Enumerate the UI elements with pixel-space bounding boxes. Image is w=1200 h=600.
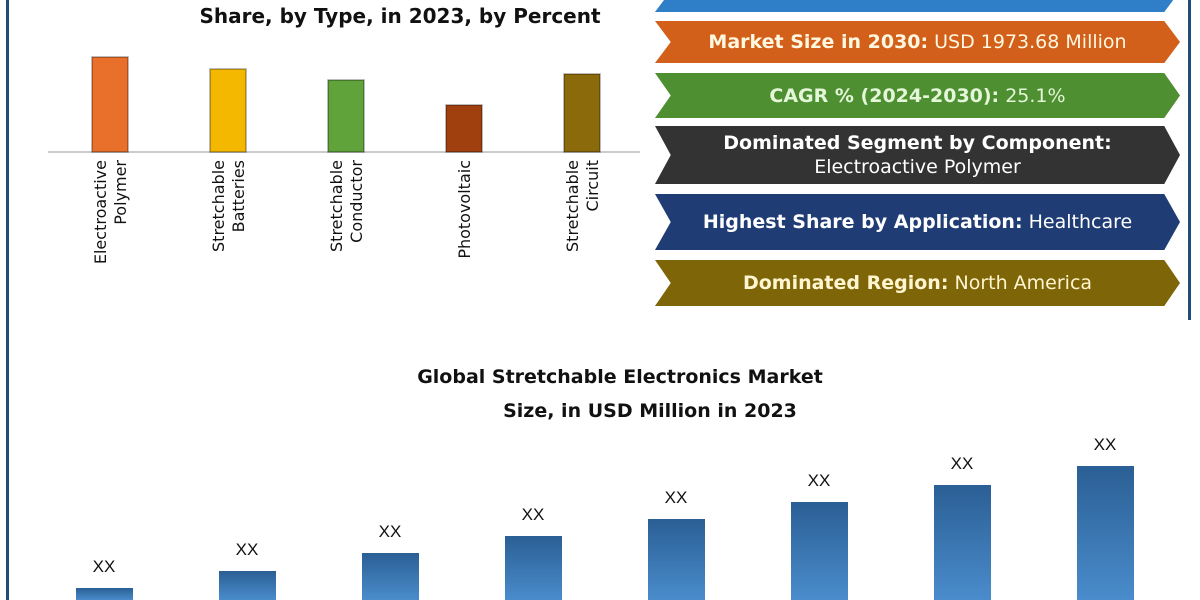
frame-border-left — [6, 0, 9, 600]
x-tick-label-line: Conductor — [347, 160, 366, 243]
x-tick-label: ElectroactivePolymer — [91, 160, 130, 265]
x-tick-label-line: Electroactive — [91, 160, 110, 264]
banner-value: Electroactive Polymer — [814, 156, 1021, 178]
market-size-chart-title-line2: Size, in USD Million in 2023 — [503, 400, 797, 422]
bar — [209, 68, 247, 153]
banner-cagr: CAGR % (2024-2030): 25.1% — [655, 73, 1180, 118]
bar — [327, 79, 365, 153]
banner-label: Dominated Region: — [742, 272, 949, 294]
bar — [563, 73, 601, 153]
x-tick-label-line: Stretchable — [327, 160, 346, 252]
banner-label: Market Size in 2030: — [708, 31, 929, 53]
x-tick-label-line: Photovoltaic — [455, 160, 474, 259]
type-share-chart: ElectroactivePolymer StretchableBatteries… — [48, 56, 640, 265]
type-share-chart-title: Share, by Type, in 2023, by Percent — [199, 4, 601, 28]
data-label: XX — [951, 454, 974, 473]
market-size-chart-title-line1: Global Stretchable Electronics Market — [417, 366, 823, 388]
bar — [934, 485, 991, 600]
x-tick-label-line: Circuit — [583, 160, 602, 212]
banner-dominated-region: Dominated Region: North America — [655, 260, 1180, 306]
bar — [219, 571, 276, 600]
bar — [76, 588, 133, 600]
banner-value: 25.1% — [999, 84, 1066, 107]
x-tick-label-line: Batteries — [229, 160, 248, 232]
banner-value: North America — [948, 272, 1093, 294]
data-label: XX — [808, 471, 831, 490]
x-tick-label-line: Stretchable — [209, 160, 228, 252]
data-label: XX — [665, 488, 688, 507]
x-tick-label: StretchableBatteries — [209, 160, 248, 252]
data-label: XX — [379, 522, 402, 541]
data-label: XX — [236, 540, 259, 559]
x-tick-label: StretchableCircuit — [563, 160, 602, 252]
banner-value: USD 1973.68 Million — [928, 31, 1127, 53]
banner-market-size-2023 — [655, 0, 1180, 12]
bar — [648, 519, 705, 600]
bar — [505, 536, 562, 600]
x-tick-label: StretchableConductor — [327, 160, 366, 252]
banner-highest-share-application: Highest Share by Application: Healthcare — [655, 194, 1180, 250]
data-label: XX — [1094, 435, 1117, 454]
data-label: XX — [522, 505, 545, 524]
bar — [362, 553, 419, 600]
banner-market-size-2030: Market Size in 2030: USD 1973.68 Million — [655, 21, 1180, 63]
x-tick-label-line: Polymer — [111, 160, 130, 225]
bar — [91, 56, 129, 153]
banner-label: CAGR % (2024-2030): — [769, 84, 1000, 107]
data-label: XX — [93, 557, 116, 576]
bar — [1077, 466, 1134, 600]
bar — [791, 502, 848, 600]
bar — [445, 104, 483, 153]
x-tick-label: Photovoltaic — [455, 160, 474, 259]
banner-label: Highest Share by Application: — [702, 211, 1023, 233]
frame-border-right — [1188, 0, 1191, 320]
x-tick-label-line: Stretchable — [563, 160, 582, 252]
banner-value: Healthcare — [1022, 211, 1133, 233]
banner-label: Dominated Segment by Component: — [723, 132, 1112, 154]
banner-dominated-segment: Dominated Segment by Component: Electroac… — [655, 126, 1180, 184]
